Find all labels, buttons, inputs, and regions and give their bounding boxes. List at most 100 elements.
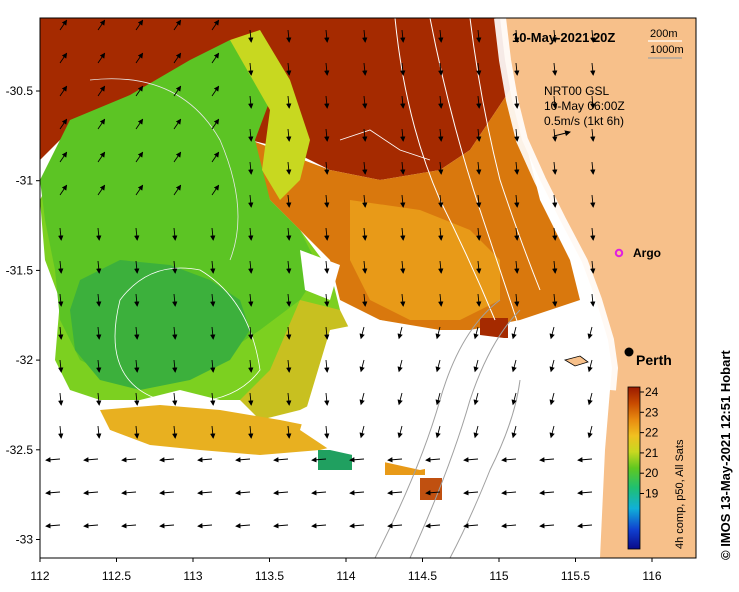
current-vector-icon (476, 194, 482, 208)
current-vector-icon (58, 425, 64, 439)
colorbar-tick-label: 23 (645, 405, 659, 419)
current-vector-icon (552, 293, 558, 307)
current-vector-icon (135, 184, 144, 196)
current-vector-icon (135, 52, 144, 64)
current-vector-icon (210, 392, 216, 406)
current-vector-icon (476, 95, 482, 109)
current-vector-icon (476, 227, 482, 241)
current-vector-icon (59, 151, 68, 163)
current-vector-icon (324, 425, 330, 439)
current-vector-icon (397, 392, 403, 406)
current-vector-icon (324, 29, 330, 43)
current-vector-icon (514, 194, 520, 208)
current-vector-icon (463, 523, 479, 529)
current-vector-icon (134, 260, 140, 274)
current-vector-icon (172, 260, 178, 274)
current-vector-icon (248, 62, 254, 76)
current-vector-icon (590, 95, 596, 109)
current-vector-icon (286, 326, 292, 340)
current-vector-icon (45, 457, 61, 463)
current-vector-icon (248, 161, 254, 175)
current-vector-icon (59, 85, 68, 97)
current-vector-icon (173, 52, 182, 64)
current-vector-icon (59, 52, 68, 64)
current-vector-icon (286, 260, 292, 274)
current-vector-icon (134, 392, 140, 406)
x-tick-label: 114 (336, 569, 355, 583)
current-vector-icon (362, 62, 368, 76)
current-vector-icon (511, 359, 517, 373)
current-vector-icon (58, 293, 64, 307)
current-vector-icon (473, 326, 479, 340)
current-vector-icon (248, 326, 254, 340)
current-vector-icon (172, 293, 178, 307)
current-vector-icon (501, 457, 517, 463)
current-vector-icon (172, 392, 178, 406)
y-tick-label: -32.5 (6, 443, 34, 457)
current-vector-icon (349, 523, 365, 529)
current-vectors (45, 19, 596, 529)
current-vector-icon (248, 293, 254, 307)
current-vector-icon (438, 128, 444, 142)
current-vector-icon (134, 227, 140, 241)
current-vector-icon (58, 227, 64, 241)
current-vector-icon (286, 194, 292, 208)
current-vector-icon (425, 490, 441, 496)
current-vector-icon (134, 293, 140, 307)
current-vector-icon (577, 457, 593, 463)
current-vector-icon (438, 194, 444, 208)
current-vector-icon (97, 85, 106, 97)
current-vector-icon (286, 359, 292, 373)
current-vector-icon (511, 425, 517, 439)
current-vector-icon (248, 128, 254, 142)
current-vector-icon (248, 29, 254, 43)
current-vector-icon (362, 293, 368, 307)
current-vector-icon (172, 326, 178, 340)
current-vector-icon (435, 425, 441, 439)
current-vector-icon (476, 62, 482, 76)
current-vector-icon (311, 523, 327, 529)
current-vector-icon (362, 29, 368, 43)
current-vector-icon (400, 62, 406, 76)
current-vector-icon (435, 392, 441, 406)
current-vector-icon (359, 425, 365, 439)
current-vector-icon (210, 227, 216, 241)
current-vector-icon (135, 85, 144, 97)
current-vector-icon (324, 260, 330, 274)
current-vector-icon (121, 490, 137, 496)
colorbar-tick-label: 24 (645, 385, 659, 399)
current-vector-icon (159, 457, 175, 463)
current-vector-icon (248, 227, 254, 241)
current-vector-icon (58, 359, 64, 373)
current-vector-icon (400, 227, 406, 241)
current-vector-icon (311, 490, 327, 496)
current-vector-icon (197, 490, 213, 496)
current-vector-icon (549, 392, 555, 406)
current-vector-icon (590, 194, 596, 208)
x-axis: 112 112.5 113 113.5 114 114.5 115 115.5 116 (30, 558, 662, 583)
current-vector-icon (362, 128, 368, 142)
current-vector-icon (359, 359, 365, 373)
current-vector-icon (273, 457, 289, 463)
depth-legend-200m: 200m (650, 28, 678, 40)
x-tick-label: 116 (642, 569, 661, 583)
current-vector-icon (134, 359, 140, 373)
current-vector-icon (97, 19, 106, 31)
current-vector-icon (324, 293, 330, 307)
current-vector-icon (59, 118, 68, 130)
current-vector-icon (552, 29, 558, 43)
current-vector-icon (473, 359, 479, 373)
current-vector-icon (435, 359, 441, 373)
current-vector-icon (210, 260, 216, 274)
current-vector-icon (400, 194, 406, 208)
current-vector-icon (210, 293, 216, 307)
current-vector-icon (173, 85, 182, 97)
current-vector-icon (514, 260, 520, 274)
current-vector-icon (83, 457, 99, 463)
current-vector-icon (590, 293, 596, 307)
current-vector-icon (173, 151, 182, 163)
current-vector-icon (362, 194, 368, 208)
current-vector-icon (552, 260, 558, 274)
current-vector-icon (235, 523, 251, 529)
perth-city: Perth (624, 347, 672, 368)
